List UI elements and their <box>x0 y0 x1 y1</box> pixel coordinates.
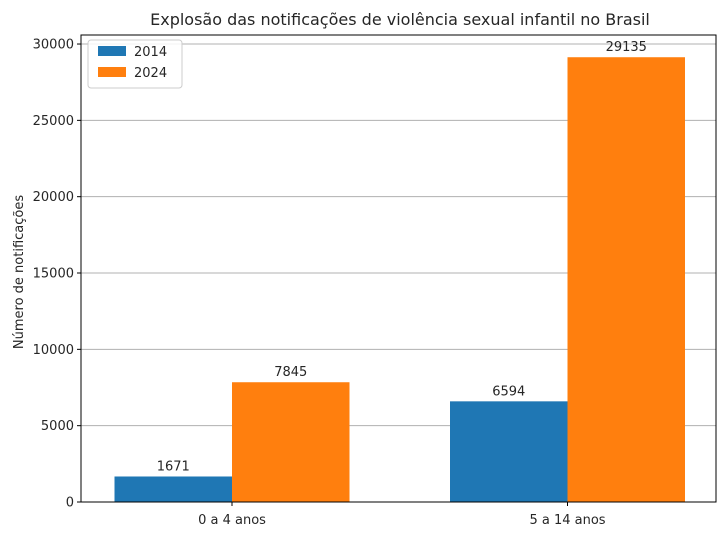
y-tick-label: 5000 <box>41 419 74 434</box>
x-tick-label: 0 a 4 anos <box>198 513 266 528</box>
x-tick-label: 5 a 14 anos <box>529 513 605 528</box>
data-labels: 1671 7845 6594 29135 <box>157 40 647 474</box>
legend: 2014 2024 <box>87 39 183 89</box>
y-tick-label: 10000 <box>33 343 74 358</box>
y-tick-label: 30000 <box>33 38 74 53</box>
bar-2014-0 <box>114 476 232 502</box>
data-label: 29135 <box>606 40 647 55</box>
y-tick-label: 15000 <box>33 267 74 282</box>
y-tick-label: 0 <box>66 496 74 511</box>
bars <box>114 57 685 502</box>
y-tick-label: 25000 <box>33 114 74 129</box>
legend-swatch <box>98 46 126 56</box>
bar-2024-1 <box>567 57 685 502</box>
data-label: 1671 <box>157 459 190 474</box>
y-tick-label: 20000 <box>33 190 74 205</box>
data-label: 7845 <box>274 365 307 380</box>
data-label: 6594 <box>492 384 525 399</box>
legend-label: 2024 <box>134 66 167 81</box>
bar-2014-1 <box>450 401 568 502</box>
axes: 0 5000 10000 15000 20000 25000 30000 0 a 4 anos… <box>33 34 717 528</box>
plot-frame <box>80 34 717 503</box>
legend-label: 2014 <box>134 45 167 60</box>
chart-title: Explosão das notificações de violência s… <box>150 10 650 29</box>
bar-2024-0 <box>232 382 350 502</box>
legend-swatch <box>98 67 126 77</box>
y-axis-title: Número de notificações <box>12 195 27 349</box>
grid-lines <box>81 43 716 503</box>
